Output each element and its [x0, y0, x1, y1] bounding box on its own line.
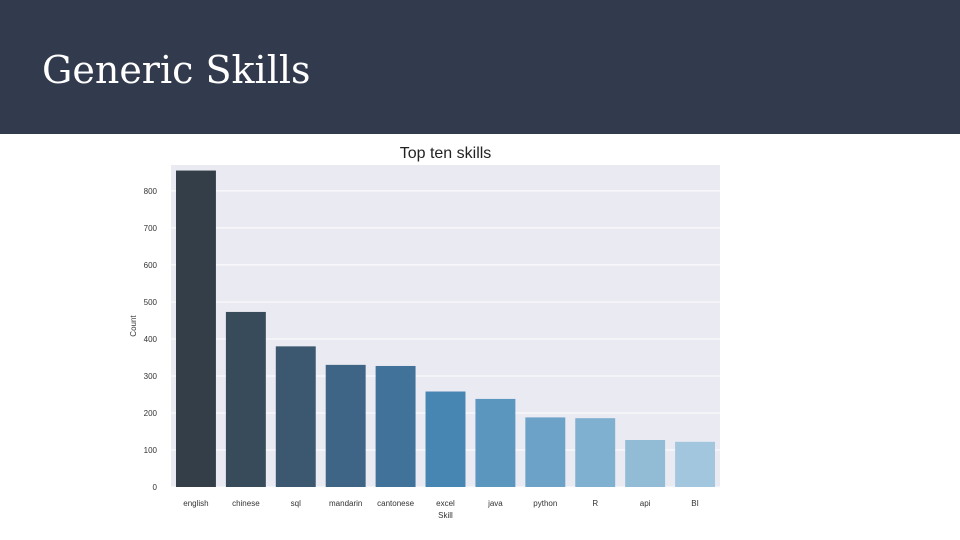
bar-english [175, 170, 216, 487]
chart-svg: 0 100 200 300 400 500 600 700 800 english chinese… [129, 145, 720, 520]
bar-chart: 0 100 200 300 400 500 600 700 800 english chinese… [100, 138, 760, 530]
bar-chinese [225, 311, 266, 487]
bar-sql [275, 346, 316, 487]
y-tick-label: 600 [144, 261, 158, 270]
x-tick-label: java [487, 499, 503, 508]
bar-cantonese [375, 365, 416, 487]
y-tick-label: 300 [144, 372, 158, 381]
bar-excel [425, 391, 466, 487]
x-tick-label: sql [291, 499, 301, 508]
bars [175, 170, 716, 487]
y-axis-label: Count [129, 315, 138, 337]
y-tick-label: 400 [144, 335, 158, 344]
x-axis-label: Skill [438, 511, 453, 520]
x-tick-label: english [183, 499, 208, 508]
y-tick-label: 800 [144, 187, 158, 196]
x-tick-label: cantonese [377, 499, 414, 508]
x-tick-label: mandarin [329, 499, 362, 508]
x-tick-label: api [640, 499, 651, 508]
x-tick-label: excel [436, 499, 455, 508]
y-tick-label: 100 [144, 446, 158, 455]
x-tick-label: BI [691, 499, 699, 508]
slide-header: Generic Skills [0, 0, 960, 134]
bar-bi [675, 441, 716, 487]
x-tick-labels: english chinese sql mandarin cantonese excel j… [183, 499, 699, 508]
y-tick-label: 500 [144, 298, 158, 307]
y-tick-labels: 0 100 200 300 400 500 600 700 800 [144, 187, 158, 492]
bar-r [575, 418, 616, 487]
y-tick-label: 0 [153, 483, 158, 492]
x-tick-label: python [533, 499, 557, 508]
x-tick-label: R [592, 499, 598, 508]
y-tick-label: 200 [144, 409, 158, 418]
slide-title: Generic Skills [42, 48, 311, 92]
chart-title: Top ten skills [400, 145, 492, 162]
bar-api [625, 439, 666, 487]
bar-java [475, 398, 516, 487]
y-tick-label: 700 [144, 224, 158, 233]
x-tick-label: chinese [232, 499, 260, 508]
bar-mandarin [325, 364, 366, 487]
bar-python [525, 417, 566, 487]
